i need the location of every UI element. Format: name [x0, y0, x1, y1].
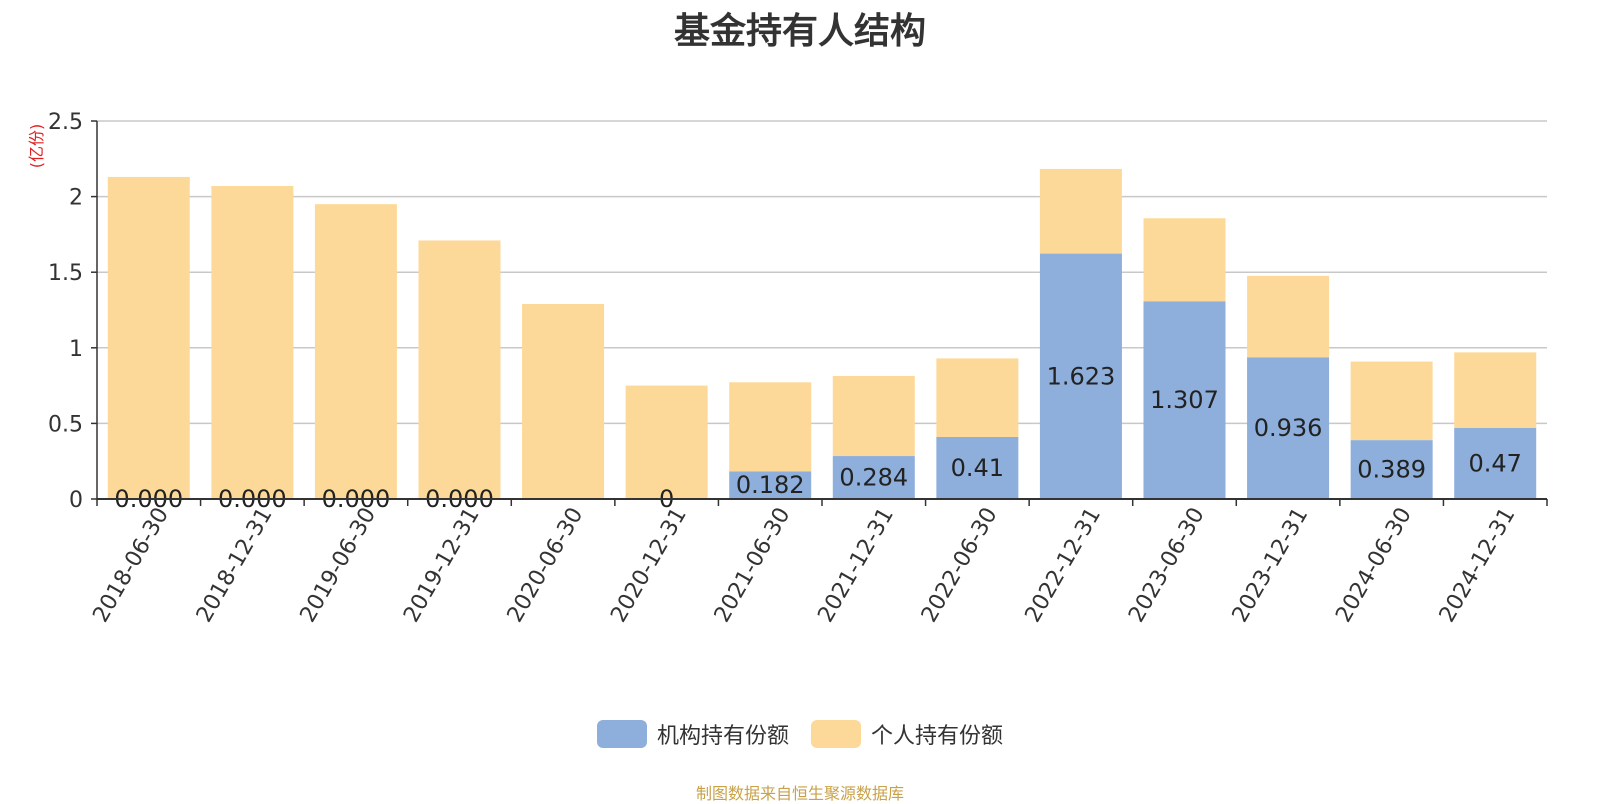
data-label: 0.284: [839, 464, 908, 492]
data-label: 1.623: [1047, 362, 1116, 390]
legend-swatch-individual: [811, 720, 861, 748]
chart-title: 基金持有人结构: [673, 11, 926, 52]
bar-institutional: [936, 437, 1019, 499]
x-tick-label: 2019-12-31: [399, 504, 485, 627]
y-tick-label: 2: [69, 186, 83, 211]
x-tick-label: 2024-12-31: [1435, 504, 1521, 627]
x-tick-label: 2023-12-31: [1228, 504, 1314, 627]
data-label: 0.182: [736, 471, 805, 499]
y-tick-label: 1: [69, 337, 83, 362]
bar-individual: [314, 204, 397, 499]
x-tick-label: 2022-06-30: [917, 504, 1003, 627]
x-tick-label: 2021-06-30: [710, 504, 796, 627]
bar-individual: [832, 375, 915, 457]
bar-institutional: [729, 471, 812, 499]
legend-label-institutional: 机构持有份额: [656, 724, 789, 749]
bar-individual: [522, 303, 605, 499]
bar-chart: 00.511.522.5(亿份)0.000 0.000 0.000 0.000 0 0.1…: [27, 110, 1548, 627]
bar-institutional: [1454, 427, 1537, 499]
x-tick-label: 2023-06-30: [1124, 504, 1210, 627]
bar-institutional: [1143, 301, 1226, 499]
y-axis-label: (亿份): [27, 124, 46, 169]
x-tick-label: 2020-12-31: [606, 504, 692, 627]
legend-item-institutional[interactable]: 机构持有份额: [596, 718, 789, 750]
source-note: 制图数据来自恒生聚源数据库: [695, 784, 904, 803]
y-tick-label: 0: [69, 488, 83, 513]
data-label: 0.936: [1254, 414, 1323, 442]
bar-institutional: [832, 456, 915, 499]
x-tick-label: 2024-06-30: [1331, 504, 1417, 627]
x-tick-label: 2018-06-30: [88, 504, 174, 627]
x-tick-label: 2019-06-30: [296, 504, 382, 627]
bar-individual: [107, 176, 190, 499]
bar-institutional: [1039, 253, 1122, 499]
data-label: 0.41: [951, 454, 1004, 482]
bar-institutional: [1247, 357, 1330, 499]
bar-individual: [729, 382, 812, 472]
bar-individual: [936, 358, 1019, 438]
data-label: 0.389: [1357, 456, 1426, 484]
x-tick-label: 2022-12-31: [1021, 504, 1107, 627]
bar-individual: [1143, 218, 1226, 302]
bar-individual: [418, 240, 501, 499]
legend-item-individual[interactable]: 个人持有份额: [811, 718, 1003, 750]
bar-individual: [625, 385, 708, 499]
bar-individual: [1350, 361, 1433, 441]
bar-institutional: [1350, 440, 1433, 499]
y-tick-label: 0.5: [48, 412, 83, 437]
data-label: 1.307: [1150, 386, 1219, 414]
x-tick-label: 2021-12-31: [813, 504, 899, 627]
legend-swatch-institutional: [596, 720, 647, 748]
bar-individual: [1039, 168, 1122, 254]
bar-individual: [1247, 275, 1330, 358]
data-label: 0.47: [1468, 449, 1521, 477]
y-tick-label: 2.5: [48, 110, 83, 135]
x-tick-label: 2018-12-31: [192, 504, 278, 627]
bar-individual: [211, 186, 294, 500]
legend: 机构持有份额 个人持有份额: [0, 718, 1600, 750]
bar-individual: [1454, 352, 1537, 428]
y-tick-label: 1.5: [48, 261, 83, 286]
x-tick-label: 2020-06-30: [503, 504, 589, 627]
legend-label-individual: 个人持有份额: [871, 724, 1004, 749]
